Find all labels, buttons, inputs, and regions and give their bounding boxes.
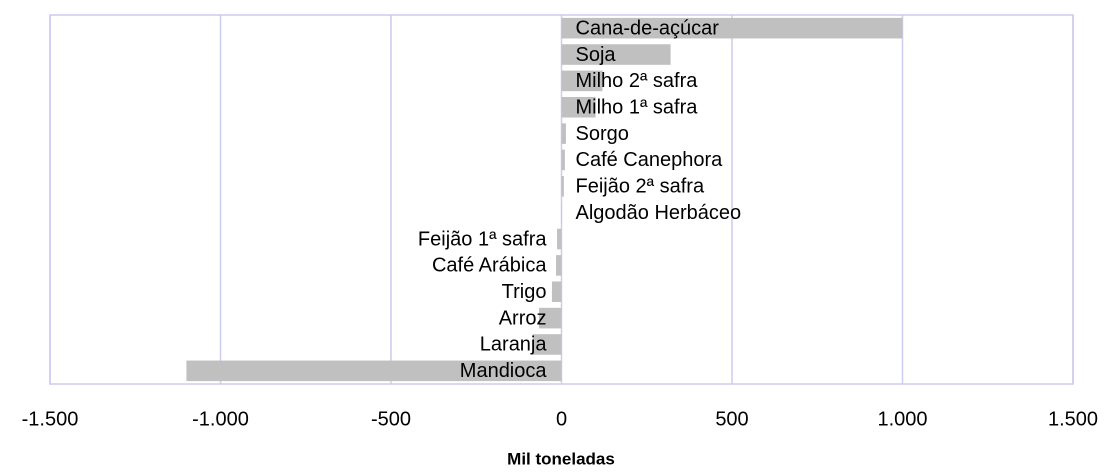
x-tick-label: -1.000 (192, 408, 249, 430)
x-tick-label: 0 (556, 408, 567, 430)
x-tick-label: 1.500 (1048, 408, 1098, 430)
category-label: Milho 2ª safra (576, 70, 699, 92)
category-label: Café Arábica (432, 255, 547, 277)
bar (557, 229, 561, 250)
category-label: Arroz (499, 307, 547, 329)
category-label: Café Canephora (576, 149, 724, 171)
category-label: Feijão 2ª safra (576, 176, 705, 198)
category-label: Feijão 1ª safra (418, 228, 547, 250)
bar (556, 255, 561, 276)
bar (562, 123, 566, 144)
category-label: Laranja (480, 334, 548, 356)
category-label: Soja (576, 44, 617, 66)
category-label: Algodão Herbáceo (576, 202, 742, 224)
x-axis-title: Mil toneladas (507, 449, 615, 468)
x-tick-label: -500 (371, 408, 411, 430)
x-tick-label: 500 (715, 408, 748, 430)
bar (562, 176, 564, 197)
bar (562, 150, 565, 171)
category-label: Mandioca (460, 360, 548, 382)
bar (552, 281, 562, 302)
category-label: Milho 1ª safra (576, 97, 699, 119)
category-label: Cana-de-açúcar (576, 17, 720, 39)
category-label: Sorgo (576, 123, 629, 145)
x-tick-label: 1.000 (877, 408, 927, 430)
category-label: Trigo (502, 281, 547, 303)
x-tick-label: -1.500 (22, 408, 79, 430)
